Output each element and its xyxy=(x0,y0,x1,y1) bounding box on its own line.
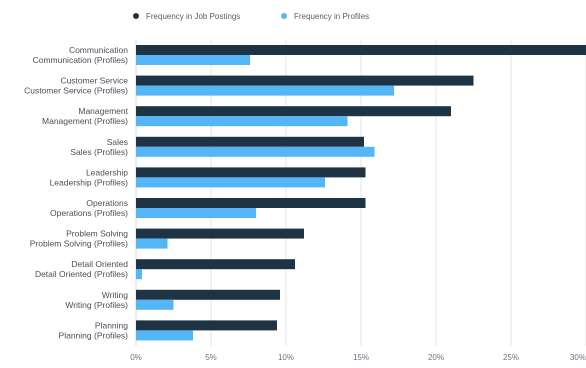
bar-job-postings-1 xyxy=(136,45,586,55)
category-label: Customer Service xyxy=(60,76,128,86)
category-label: Detail Oriented xyxy=(71,259,128,269)
x-axis-ticks: 0% 5% 10% 15% 20% 25% 30% xyxy=(130,353,586,362)
x-tick-label: 15% xyxy=(353,353,369,362)
category-label: Management (Profiles) xyxy=(42,116,128,126)
bar-job-postings-10 xyxy=(136,320,277,331)
bar-job-postings-6 xyxy=(136,198,366,208)
category-label: Sales (Profiles) xyxy=(70,147,128,157)
category-label: Leadership (Profiles) xyxy=(50,177,129,187)
category-label: Problem Solving (Profiles) xyxy=(30,239,128,249)
bar-profiles-6 xyxy=(136,208,256,218)
category-label: Management xyxy=(78,106,128,116)
bar-job-postings-9 xyxy=(136,289,280,300)
bar-profiles-8 xyxy=(136,269,142,280)
bar-job-postings-2 xyxy=(136,75,474,86)
bar-profiles-7 xyxy=(136,238,168,249)
category-label: Leadership xyxy=(86,167,128,177)
category-label: Customer Service (Profiles) xyxy=(24,86,128,96)
bar-job-postings-7 xyxy=(136,228,304,239)
x-tick-label: 25% xyxy=(503,353,519,362)
bar-profiles-1 xyxy=(136,55,250,65)
legend-label-2: Frequency in Profiles xyxy=(294,12,369,21)
bar-job-postings-3 xyxy=(136,106,451,117)
category-label: Detail Oriented (Profiles) xyxy=(35,269,128,279)
bar-profiles-9 xyxy=(136,299,174,310)
category-label: Operations xyxy=(86,198,128,208)
category-label: Communication (Profiles) xyxy=(33,55,129,65)
bar-job-postings-5 xyxy=(136,167,366,178)
bar-profiles-2 xyxy=(136,85,394,96)
category-label: Sales xyxy=(107,137,128,147)
x-tick-label: 30% xyxy=(570,353,586,362)
category-label: Communication xyxy=(69,45,128,55)
bar-profiles-4 xyxy=(136,146,375,157)
legend: Frequency in Job Postings Frequency in Pr… xyxy=(133,12,369,21)
bar-profiles-3 xyxy=(136,116,348,127)
x-tick-label: 10% xyxy=(278,353,294,362)
category-label: Writing (Profiles) xyxy=(65,300,128,310)
x-tick-label: 0% xyxy=(130,353,142,362)
legend-label-1: Frequency in Job Postings xyxy=(146,12,240,21)
category-label: Writing xyxy=(102,290,129,300)
legend-marker-1 xyxy=(133,13,139,19)
legend-marker-2 xyxy=(281,13,287,19)
category-label: Operations (Profiles) xyxy=(50,208,128,218)
category-label: Planning xyxy=(95,320,128,330)
bar-job-postings-8 xyxy=(136,259,295,270)
bar-job-postings-4 xyxy=(136,136,364,147)
bar-profiles-5 xyxy=(136,177,325,188)
x-tick-label: 5% xyxy=(205,353,217,362)
bars xyxy=(136,45,586,341)
category-label: Problem Solving xyxy=(66,229,128,239)
category-label: Planning (Profiles) xyxy=(59,330,129,340)
bar-profiles-10 xyxy=(136,330,193,341)
x-tick-label: 20% xyxy=(428,353,444,362)
